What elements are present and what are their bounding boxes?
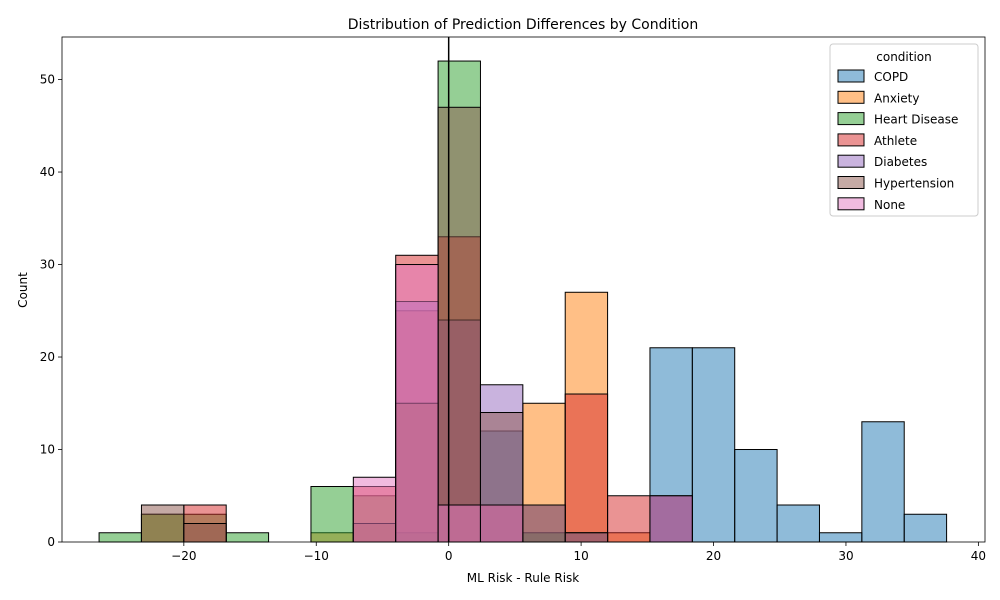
legend-label-diabetes: Diabetes bbox=[874, 155, 927, 169]
legend-label-athlete: Athlete bbox=[874, 134, 917, 148]
bar-heart-disease-0 bbox=[98, 532, 142, 543]
bar-heart-disease-3 bbox=[225, 532, 270, 543]
legend-swatch-diabetes bbox=[837, 154, 865, 168]
x-tick-label: −10 bbox=[304, 549, 329, 563]
bar-athlete-6 bbox=[607, 495, 651, 543]
legend-label-hypertension: Hypertension bbox=[874, 177, 954, 191]
legend: condition COPD Anxiety Heart Disease Athlet… bbox=[829, 43, 979, 217]
x-tick-label: 10 bbox=[573, 549, 588, 563]
chart-title: Distribution of Prediction Differences b… bbox=[348, 17, 698, 33]
legend-label-copd: COPD bbox=[874, 70, 908, 84]
y-tick-label: 20 bbox=[40, 350, 55, 364]
y-tick-label: 10 bbox=[40, 443, 55, 457]
bar-copd-7 bbox=[861, 421, 905, 543]
legend-label-none: None bbox=[874, 198, 905, 212]
x-axis-ticks: −20 −10 0 10 20 30 40 bbox=[171, 542, 986, 563]
legend-label-anxiety: Anxiety bbox=[874, 91, 919, 105]
bar-none-3 bbox=[479, 504, 524, 543]
legend-swatch-copd bbox=[837, 69, 865, 83]
bar-heart-disease-4 bbox=[310, 486, 354, 543]
y-tick-label: 0 bbox=[47, 535, 55, 549]
bar-hypertension-1 bbox=[183, 523, 227, 543]
bar-copd-3 bbox=[691, 347, 736, 543]
y-axis-label: Count bbox=[16, 272, 30, 308]
x-tick-label: −20 bbox=[171, 549, 196, 563]
bar-none-1 bbox=[395, 264, 439, 543]
bar-hypertension-6 bbox=[522, 504, 566, 543]
x-tick-label: 0 bbox=[445, 549, 453, 563]
bar-copd-4 bbox=[734, 449, 778, 543]
plot-frame bbox=[61, 36, 986, 543]
bar-copd-6 bbox=[818, 532, 863, 543]
x-tick-label: 30 bbox=[838, 549, 853, 563]
y-tick-label: 30 bbox=[40, 258, 55, 272]
bar-hypertension-4 bbox=[437, 106, 481, 543]
legend-box bbox=[829, 43, 979, 217]
bar-none-0 bbox=[352, 476, 397, 543]
legend-items: COPD Anxiety Heart Disease Athlete Diabetes H… bbox=[837, 69, 958, 212]
x-tick-label: 20 bbox=[706, 549, 721, 563]
bar-copd-8 bbox=[903, 513, 948, 543]
y-tick-label: 40 bbox=[40, 165, 55, 179]
bars-layer bbox=[98, 60, 948, 543]
legend-swatch-heart-disease bbox=[837, 112, 865, 126]
legend-swatch-hypertension bbox=[837, 176, 865, 189]
bar-copd-5 bbox=[776, 504, 820, 543]
legend-swatch-athlete bbox=[837, 133, 865, 147]
x-axis-label: ML Risk - Rule Risk bbox=[467, 571, 580, 585]
bar-hypertension-0 bbox=[140, 504, 185, 543]
x-tick-label: 40 bbox=[971, 549, 986, 563]
bar-diabetes-5 bbox=[649, 495, 693, 543]
bar-none-2 bbox=[437, 504, 481, 543]
legend-swatch-anxiety bbox=[837, 90, 865, 104]
y-axis-ticks: 0 10 20 30 40 50 bbox=[40, 73, 62, 549]
bar-athlete-5 bbox=[564, 393, 609, 543]
legend-swatch-none bbox=[837, 197, 865, 211]
legend-label-heart-disease: Heart Disease bbox=[874, 113, 958, 127]
y-tick-label: 50 bbox=[40, 73, 55, 87]
legend-title: condition bbox=[876, 50, 931, 64]
bar-hypertension-7 bbox=[564, 532, 609, 543]
